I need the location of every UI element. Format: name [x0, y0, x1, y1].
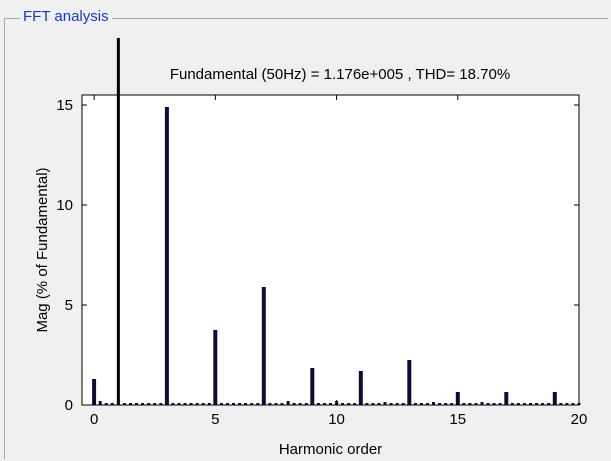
bars-group — [92, 107, 581, 405]
bar — [486, 403, 490, 405]
bar — [219, 403, 223, 405]
bar — [268, 403, 272, 405]
bar — [261, 287, 266, 405]
bar — [292, 403, 296, 405]
bar — [480, 402, 484, 405]
y-tick-label: 5 — [65, 297, 73, 314]
bar — [492, 403, 496, 405]
bar — [122, 403, 126, 405]
plot-frame — [81, 94, 580, 406]
bar — [298, 403, 302, 405]
bar — [474, 403, 478, 405]
bar — [274, 403, 278, 405]
bar — [462, 403, 466, 405]
x-tick-label: 10 — [328, 411, 345, 428]
bar — [322, 403, 326, 405]
bar — [207, 403, 211, 405]
bar — [129, 403, 132, 405]
bar — [365, 403, 369, 405]
bar — [201, 403, 205, 405]
bar — [244, 403, 248, 405]
bar — [232, 403, 235, 405]
bar — [455, 392, 460, 405]
bar — [383, 402, 387, 405]
bar — [559, 403, 563, 405]
plot-area — [82, 95, 579, 405]
bar — [389, 403, 393, 405]
bar — [171, 403, 175, 405]
fft-analysis-panel — [4, 18, 608, 459]
bar — [183, 403, 187, 405]
x-tick-label: 15 — [449, 411, 466, 428]
bar — [401, 403, 405, 405]
ticks-group: 0 5 10 15 20 0 5 10 15 — [56, 95, 587, 428]
bar — [159, 403, 163, 405]
x-tick-label: 20 — [571, 411, 588, 428]
bar — [92, 379, 97, 405]
bar — [238, 403, 242, 405]
bar — [498, 403, 502, 405]
bar — [135, 403, 138, 405]
bar — [419, 403, 423, 405]
bar — [347, 403, 351, 405]
x-tick-label: 5 — [211, 411, 219, 428]
bar — [371, 403, 375, 405]
bar — [552, 392, 557, 405]
bar — [377, 403, 381, 405]
bar — [395, 403, 399, 405]
bar — [510, 403, 514, 405]
y-tick-label: 0 — [65, 397, 73, 414]
bar — [329, 403, 332, 405]
bar — [450, 403, 454, 405]
bar — [438, 403, 442, 405]
bar — [164, 107, 169, 405]
bar — [250, 403, 254, 405]
panel-title: FFT analysis — [20, 8, 112, 26]
bar — [504, 392, 509, 405]
bar — [286, 401, 290, 405]
chart-title: Fundamental (50Hz) = 1.176e+005 , THD= 1… — [170, 66, 510, 83]
bar — [535, 403, 539, 405]
bar — [341, 403, 345, 405]
bar — [432, 402, 435, 405]
bar — [541, 403, 545, 405]
bar — [516, 403, 520, 405]
bar — [444, 403, 448, 405]
bar — [110, 403, 114, 405]
bar — [529, 403, 532, 405]
bar — [213, 330, 218, 405]
bar — [316, 403, 320, 405]
bar — [141, 403, 145, 405]
bar — [104, 403, 108, 405]
bar — [226, 403, 229, 405]
x-tick-label: 0 — [90, 411, 98, 428]
bar — [177, 403, 181, 405]
x-axis-label: Harmonic order — [279, 441, 382, 458]
y-axis-label: Mag (% of Fundamental) — [34, 167, 51, 332]
bar — [195, 403, 199, 405]
bar — [353, 403, 357, 405]
bar — [407, 360, 412, 405]
bar — [468, 403, 472, 405]
bar — [256, 403, 260, 405]
bar — [189, 403, 193, 405]
bar — [147, 403, 151, 405]
y-tick-label: 10 — [56, 197, 73, 214]
bar — [426, 403, 429, 405]
bar — [358, 371, 363, 405]
bar — [98, 401, 102, 405]
bar — [310, 368, 315, 405]
y-tick-label: 15 — [56, 97, 73, 114]
bar — [280, 403, 284, 405]
bar — [523, 403, 526, 405]
bar — [547, 403, 551, 405]
bar — [413, 403, 417, 405]
bar — [153, 403, 157, 405]
bar — [565, 403, 569, 405]
bar — [571, 403, 575, 405]
bar — [304, 403, 308, 405]
